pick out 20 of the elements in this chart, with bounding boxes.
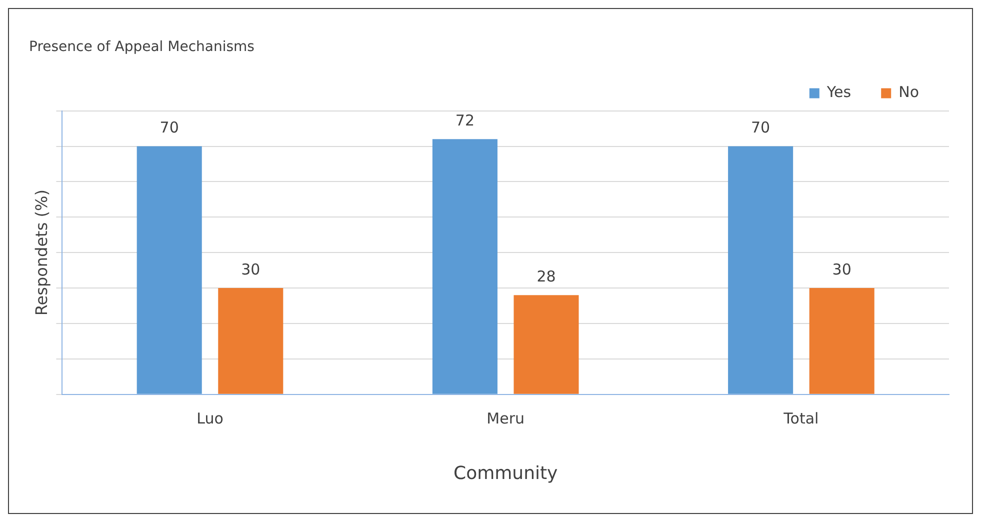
x-tick-label: Luo bbox=[196, 409, 224, 428]
x-tick-label: Meru bbox=[486, 409, 525, 428]
legend-label: Yes bbox=[826, 83, 852, 102]
chart-title: Presence of Appeal Mechanisms bbox=[29, 39, 254, 56]
bar bbox=[432, 139, 498, 394]
legend-label: No bbox=[898, 83, 920, 102]
data-label: 70 bbox=[751, 118, 770, 137]
x-axis-title: Community bbox=[454, 462, 558, 484]
bar bbox=[136, 146, 202, 394]
y-axis-title: Respondets (%) bbox=[32, 190, 51, 316]
bar bbox=[218, 288, 284, 394]
data-label: 30 bbox=[241, 260, 260, 278]
bar bbox=[809, 288, 874, 394]
data-label: 72 bbox=[455, 112, 474, 130]
data-label: 70 bbox=[160, 118, 179, 137]
bar bbox=[514, 295, 579, 394]
data-label: 30 bbox=[832, 260, 852, 278]
x-tick-label: Total bbox=[782, 409, 819, 428]
bar bbox=[728, 146, 794, 394]
data-label: 28 bbox=[536, 268, 556, 286]
